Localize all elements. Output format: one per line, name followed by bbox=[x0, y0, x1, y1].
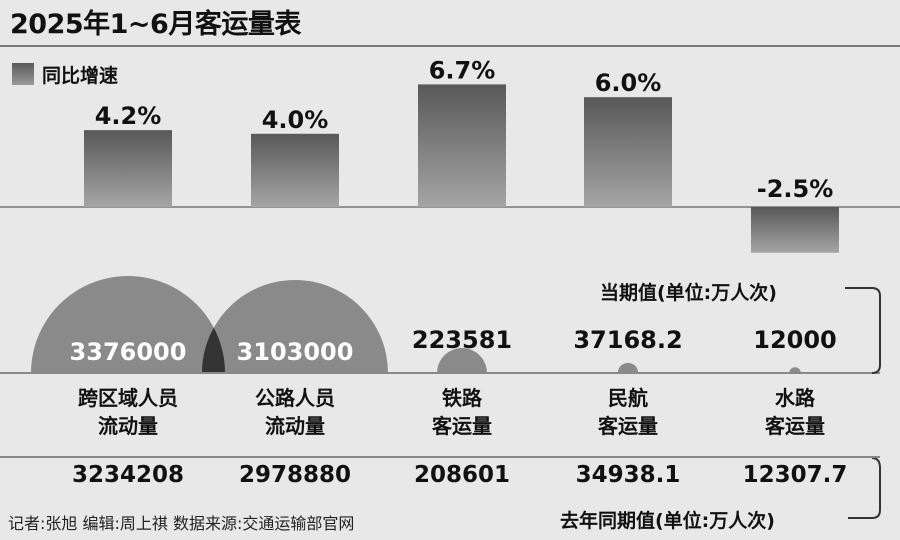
category-label-2: 铁路 客运量 bbox=[387, 384, 537, 440]
category-label-line2: 客运量 bbox=[432, 414, 492, 438]
bubble-label-1: 3103000 bbox=[237, 338, 354, 366]
page-title: 2025年1~6月客运量表 bbox=[10, 9, 301, 40]
legend-swatch bbox=[12, 63, 34, 85]
bar-label-0: 4.2% bbox=[95, 102, 162, 130]
category-label-line1: 跨区域人员 bbox=[78, 386, 178, 410]
bar-label-4: -2.5% bbox=[757, 175, 834, 203]
category-label-0: 跨区域人员 流动量 bbox=[53, 384, 203, 440]
category-label-line2: 客运量 bbox=[765, 414, 825, 438]
bubble-0 bbox=[31, 276, 225, 373]
prev-note: 去年同期值(单位:万人次) bbox=[560, 510, 775, 532]
bubble-label-0: 3376000 bbox=[70, 338, 187, 366]
prev-value-4: 12307.7 bbox=[742, 462, 848, 488]
bar-label-2: 6.7% bbox=[429, 56, 496, 84]
category-label-4: 水路 客运量 bbox=[720, 384, 870, 440]
prev-value-2: 208601 bbox=[413, 462, 511, 488]
bar-label-3: 6.0% bbox=[595, 69, 662, 97]
bubble-1 bbox=[202, 280, 388, 373]
bubble-label-3: 37168.2 bbox=[573, 326, 682, 354]
bar-3 bbox=[584, 97, 672, 207]
prev-value-0: 3234208 bbox=[71, 462, 185, 488]
bar-2 bbox=[418, 84, 506, 207]
current-bracket bbox=[845, 287, 881, 374]
prev-value-3: 34938.1 bbox=[575, 462, 681, 488]
bubble-label-4: 12000 bbox=[753, 326, 837, 354]
category-label-line2: 流动量 bbox=[265, 414, 325, 438]
category-label-line1: 铁路 bbox=[442, 386, 482, 410]
category-label-line1: 公路人员 bbox=[255, 386, 335, 410]
legend-label: 同比增速 bbox=[42, 64, 119, 87]
bar-4 bbox=[751, 207, 839, 253]
category-label-line1: 水路 bbox=[775, 386, 815, 410]
credits: 记者:张旭 编辑:周上祺 数据来源:交通运输部官网 bbox=[8, 514, 355, 533]
category-label-line2: 流动量 bbox=[98, 414, 158, 438]
current-note: 当期值(单位:万人次) bbox=[600, 282, 777, 304]
bar-1 bbox=[251, 133, 339, 207]
bar-label-1: 4.0% bbox=[262, 106, 329, 134]
bubble-label-2: 223581 bbox=[412, 326, 512, 354]
category-label-3: 民航 客运量 bbox=[553, 384, 703, 440]
bubble-3 bbox=[617, 362, 639, 373]
bubble-4 bbox=[789, 367, 801, 373]
prev-value-1: 2978880 bbox=[238, 462, 352, 488]
title-divider bbox=[0, 45, 900, 47]
category-label-line2: 客运量 bbox=[598, 414, 658, 438]
bubble-2 bbox=[437, 348, 487, 373]
bar-0 bbox=[84, 130, 172, 207]
prev-divider bbox=[0, 456, 880, 458]
legend: 同比增速 bbox=[12, 62, 119, 87]
category-label-1: 公路人员 流动量 bbox=[220, 384, 370, 440]
prev-bracket bbox=[848, 457, 881, 519]
category-label-line1: 民航 bbox=[608, 386, 648, 410]
